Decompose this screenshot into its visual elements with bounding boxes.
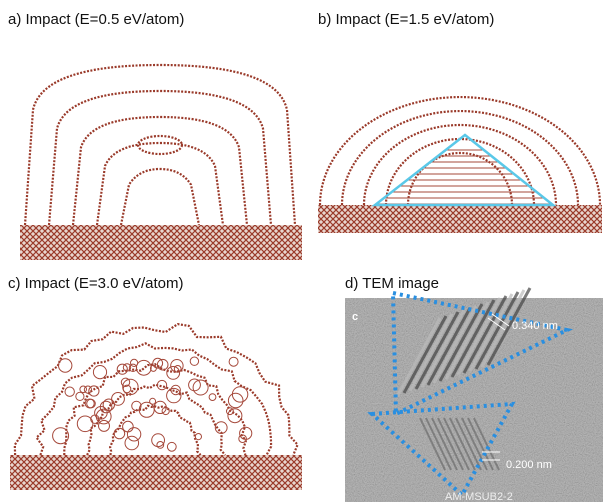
triangle-outline [375, 135, 553, 205]
panel-label: d) TEM image [345, 275, 439, 292]
atom-cluster [150, 398, 156, 404]
atom-cluster [167, 442, 176, 451]
atom-cluster [125, 436, 139, 450]
atom-cluster [240, 427, 252, 439]
atom-core [138, 136, 182, 154]
atom-shell [364, 125, 556, 205]
atom-cluster [123, 421, 134, 432]
atom-cluster [136, 360, 151, 375]
atom-cluster [190, 357, 198, 365]
atom-shell [320, 97, 600, 205]
atom-shell [15, 324, 298, 455]
atom-cluster [117, 364, 127, 374]
atom-cluster [84, 386, 91, 393]
atom-cluster [189, 379, 201, 391]
substrate [20, 225, 302, 260]
atom-cluster [167, 367, 180, 380]
tem-image: c 0.340 nm 0.200 nm AM-MSUB2-2 [345, 288, 603, 502]
panel-label: b) Impact (E=1.5 eV/atom) [318, 11, 494, 28]
simulation-c [10, 324, 302, 490]
substrate [10, 455, 302, 490]
atom-shell [87, 385, 225, 455]
atom-cluster [53, 428, 69, 444]
atom-cluster [76, 392, 84, 400]
spacing-label: 0.200 nm [506, 459, 552, 471]
atom-cluster [209, 394, 216, 401]
simulation-b [318, 97, 602, 233]
substrate [318, 205, 602, 233]
corner-label: c [352, 311, 358, 323]
atom-shell [49, 91, 271, 225]
atom-cluster [157, 380, 166, 389]
atom-shell [121, 169, 199, 225]
atom-shell [25, 65, 295, 225]
sample-id: AM-MSUB2-2 [445, 491, 513, 502]
atom-cluster [65, 387, 74, 396]
atom-shell [97, 143, 223, 225]
simulation-a [20, 65, 302, 260]
panel-label: a) Impact (E=0.5 eV/atom) [8, 11, 184, 28]
spacing-label: 0.340 nm [512, 320, 558, 332]
figure: a) Impact (E=0.5 eV/atom) b) Impact (E=1… [0, 0, 610, 502]
panel-label: c) Impact (E=3.0 eV/atom) [8, 275, 183, 292]
atom-cluster [93, 366, 106, 379]
atom-cluster [229, 357, 238, 366]
atom-cluster [228, 409, 242, 423]
atom-cluster [152, 434, 165, 447]
atom-cluster [195, 434, 201, 440]
atom-cluster [127, 428, 140, 441]
atom-cluster [193, 380, 208, 395]
atom-cluster [58, 359, 71, 372]
atom-cluster [77, 416, 93, 432]
